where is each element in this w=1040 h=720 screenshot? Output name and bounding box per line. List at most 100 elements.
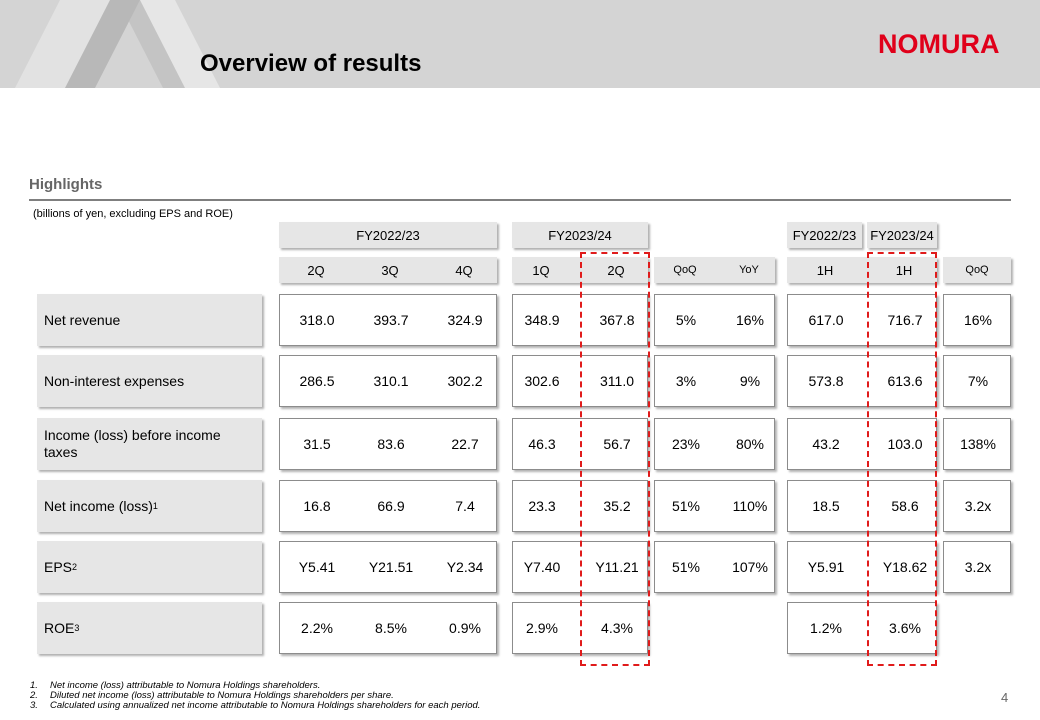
cell-value: 9% xyxy=(739,373,761,389)
period-1h-fy2324: 1H xyxy=(895,263,913,278)
cell-value: 23% xyxy=(671,436,701,452)
group-header-h1-fy2324: FY2023/24 xyxy=(867,222,937,248)
cell-value: 367.8 xyxy=(599,312,635,328)
cell-value: 1.2% xyxy=(810,620,842,636)
cell-value: 31.5 xyxy=(303,436,331,452)
period-4q-fy2223: 4Q xyxy=(455,263,473,278)
group-header-fy2324: FY2023/24 xyxy=(512,222,648,248)
cell-value: 138% xyxy=(960,436,996,452)
period-qoq: QoQ xyxy=(673,264,697,276)
fy2324-cells: 46.3 56.7 xyxy=(512,418,648,470)
cell-value: Y11.21 xyxy=(595,559,639,575)
cell-value: 286.5 xyxy=(299,373,335,389)
half-cells: 18.5 58.6 xyxy=(787,480,937,532)
cell-value: 573.8 xyxy=(808,373,844,389)
cell-value: 2.9% xyxy=(526,620,558,636)
change-cells: 23% 80% xyxy=(654,418,775,470)
cell-value: Y2.34 xyxy=(446,559,484,575)
cell-value: 16% xyxy=(735,312,765,328)
change-cells: 51% 110% xyxy=(654,480,775,532)
period-header-half: 1H 1H xyxy=(787,257,937,283)
cell-value: 110% xyxy=(732,498,768,514)
cell-value: 716.7 xyxy=(887,312,923,328)
half-qoq-cells: 3.2x xyxy=(943,480,1011,532)
cell-value: 58.6 xyxy=(891,498,919,514)
cell-value: Y5.41 xyxy=(298,559,336,575)
group-header-h1-fy2223: FY2022/23 xyxy=(787,222,862,248)
section-divider xyxy=(29,199,1011,201)
period-header-fy2324: 1Q 2Q xyxy=(512,257,648,283)
fy2324-cells: 348.9 367.8 xyxy=(512,294,648,346)
cell-value: 103.0 xyxy=(887,436,923,452)
change-cells: 5% 16% xyxy=(654,294,775,346)
cell-value: 318.0 xyxy=(299,312,335,328)
half-cells: 573.8 613.6 xyxy=(787,355,937,407)
slide-header: Overview of results NOMURA xyxy=(0,0,1040,88)
cell-value: 8.5% xyxy=(375,620,407,636)
cell-value: Y21.51 xyxy=(368,559,414,575)
cell-value: 311.0 xyxy=(600,373,634,389)
cell-value: 324.9 xyxy=(447,312,483,328)
cell-value: 51% xyxy=(671,498,701,514)
period-header-fy2223: 2Q 3Q 4Q xyxy=(279,257,497,283)
footnote: 2. Diluted net income (loss) attributable… xyxy=(30,690,394,701)
half-qoq-cells: 138% xyxy=(943,418,1011,470)
cell-value: 310.1 xyxy=(373,373,409,389)
half-qoq-cells: 3.2x xyxy=(943,541,1011,593)
row-label: ROE 3 xyxy=(37,602,262,654)
cell-value: 16% xyxy=(963,312,993,328)
cell-value: 23.3 xyxy=(528,498,556,514)
half-qoq-cells: 7% xyxy=(943,355,1011,407)
cell-value: 107% xyxy=(732,559,768,575)
cell-value: 80% xyxy=(735,436,765,452)
cell-value: 2.2% xyxy=(301,620,333,636)
cell-value: 83.6 xyxy=(377,436,405,452)
change-cells: 3% 9% xyxy=(654,355,775,407)
period-2q-fy2324: 2Q xyxy=(607,263,625,278)
cell-value: 5% xyxy=(675,312,697,328)
cell-value: 18.5 xyxy=(812,498,840,514)
row-label: Net revenue xyxy=(37,294,262,346)
period-half-qoq: QoQ xyxy=(965,264,989,276)
cell-value: 56.7 xyxy=(603,436,631,452)
period-header-half-qoq: QoQ xyxy=(943,257,1011,283)
cell-value: 302.2 xyxy=(447,373,483,389)
section-title: Highlights xyxy=(29,176,103,193)
cell-value: 3.6% xyxy=(889,620,921,636)
cell-value: 3.2x xyxy=(964,559,992,575)
fy2324-cells: 2.9% 4.3% xyxy=(512,602,648,654)
page-title: Overview of results xyxy=(200,50,422,77)
row-label: Income (loss) before income taxes xyxy=(37,418,262,470)
fy2223-cells: 16.8 66.9 7.4 xyxy=(279,480,497,532)
group-header-fy2223: FY2022/23 xyxy=(279,222,497,248)
cell-value: 66.9 xyxy=(377,498,405,514)
footnote: 1. Net income (loss) attributable to Nomu… xyxy=(30,680,321,691)
cell-value: 348.9 xyxy=(524,312,560,328)
period-header-change: QoQ YoY xyxy=(654,257,775,283)
nomura-logo: NOMURA xyxy=(878,29,1000,59)
row-label: EPS 2 xyxy=(37,541,262,593)
units-note: (billions of yen, excluding EPS and ROE) xyxy=(33,208,233,220)
cell-value: 16.8 xyxy=(303,498,331,514)
cell-value: 3.2x xyxy=(964,498,992,514)
cell-value: 7.4 xyxy=(455,498,475,514)
footnotes: 1. Net income (loss) attributable to Nomu… xyxy=(30,681,480,711)
cell-value: 302.6 xyxy=(524,373,560,389)
fy2324-cells: 23.3 35.2 xyxy=(512,480,648,532)
footnote: 3. Calculated using annualized net income… xyxy=(30,700,481,711)
period-3q-fy2223: 3Q xyxy=(381,263,399,278)
period-1q-fy2324: 1Q xyxy=(532,263,550,278)
cell-value: Y18.62 xyxy=(882,559,928,575)
cell-value: 43.2 xyxy=(812,436,840,452)
half-cells: Y5.91 Y18.62 xyxy=(787,541,937,593)
cell-value: 0.9% xyxy=(449,620,481,636)
fy2223-cells: 2.2% 8.5% 0.9% xyxy=(279,602,497,654)
fy2324-cells: Y7.40 Y11.21 xyxy=(512,541,648,593)
period-yoy: YoY xyxy=(739,264,759,276)
page-number: 4 xyxy=(1001,690,1009,705)
fy2324-cells: 302.6 311.0 xyxy=(512,355,648,407)
fy2223-cells: 318.0 393.7 324.9 xyxy=(279,294,497,346)
header-decoration xyxy=(15,0,220,88)
cell-value: 46.3 xyxy=(528,436,556,452)
cell-value: 51% xyxy=(671,559,701,575)
